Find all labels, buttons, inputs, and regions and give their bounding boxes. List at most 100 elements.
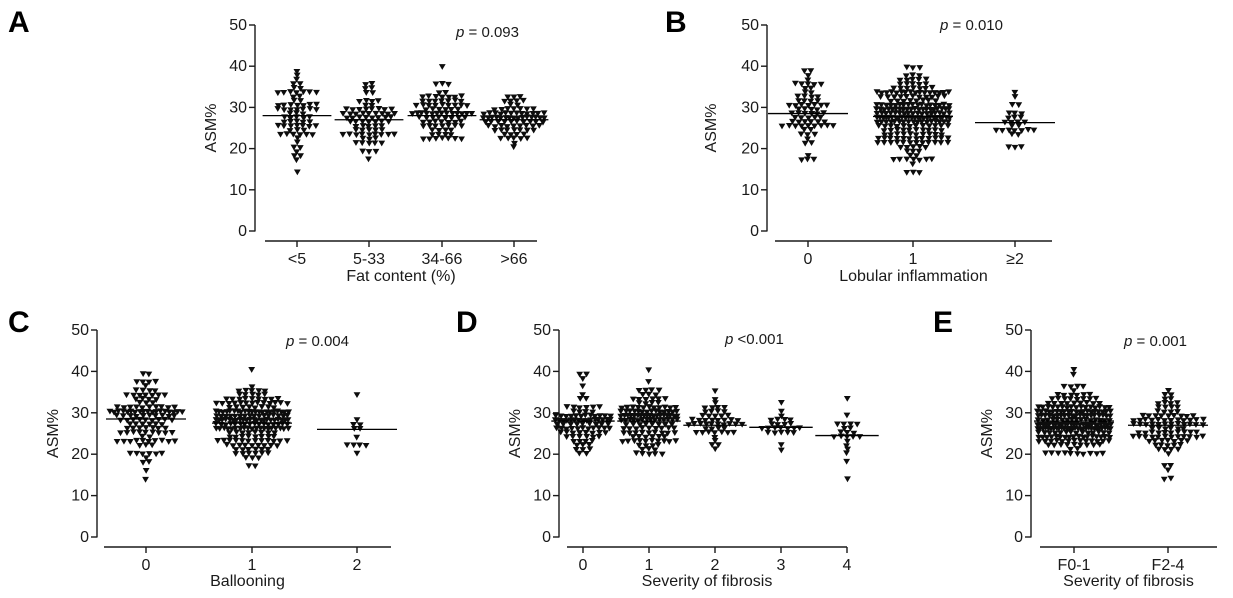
data-point (252, 434, 259, 441)
data-point (1030, 127, 1038, 134)
data-point (873, 102, 881, 108)
data-point (1096, 441, 1104, 448)
data-point (1043, 434, 1051, 441)
data-point (313, 101, 320, 108)
data-point (724, 412, 732, 419)
data-point (142, 429, 149, 436)
data-point (919, 127, 927, 134)
data-point (433, 110, 441, 117)
data-point (1106, 413, 1114, 420)
data-point (158, 422, 166, 428)
data-point (567, 421, 575, 428)
data-point (136, 429, 143, 436)
data-point (1161, 433, 1169, 440)
data-point (248, 400, 256, 407)
data-point (771, 430, 779, 437)
y-tick-label: 10 (741, 182, 759, 199)
data-point (823, 102, 831, 109)
x-tick-label: 0 (579, 557, 588, 574)
data-point (280, 413, 287, 420)
data-point (573, 421, 581, 428)
data-point (909, 101, 916, 108)
data-point (569, 430, 577, 437)
data-point (504, 135, 512, 142)
data-point (507, 110, 515, 117)
data-point (900, 102, 907, 109)
panel-a: A 0 10 20 30 40 50 ASM% <5 5-33 34-66 >66 Fat conten… (8, 6, 549, 285)
data-point (805, 115, 812, 122)
data-point (880, 139, 888, 146)
data-point (1070, 388, 1078, 394)
data-point (1083, 442, 1091, 449)
data-point (274, 103, 282, 109)
data-point (1199, 433, 1207, 440)
data-point (673, 413, 681, 420)
data-point (1136, 421, 1144, 428)
data-point (229, 396, 236, 403)
data-point (909, 85, 917, 92)
data-point (636, 438, 644, 444)
data-point (1174, 429, 1182, 436)
data-point (669, 409, 677, 416)
data-point (648, 408, 656, 415)
data-point (1076, 438, 1084, 444)
data-point (123, 392, 130, 399)
data-point (251, 405, 259, 412)
data-point (925, 135, 933, 142)
data-point (922, 81, 930, 88)
data-point (906, 140, 914, 146)
data-point (651, 429, 659, 436)
data-point (915, 170, 923, 176)
data-point (132, 413, 140, 420)
data-point (764, 429, 772, 436)
data-point (1048, 396, 1056, 403)
data-point (926, 131, 933, 138)
data-point (284, 425, 292, 432)
data-point (353, 392, 361, 399)
data-point (1184, 438, 1191, 444)
data-point (936, 102, 943, 109)
data-point (720, 425, 728, 432)
data-point (873, 119, 881, 126)
data-point (945, 110, 953, 117)
data-point (1139, 412, 1147, 419)
data-point (212, 400, 220, 407)
data-point (643, 409, 651, 416)
data-point (254, 399, 261, 406)
data-point (589, 409, 597, 416)
data-point (142, 383, 150, 389)
data-point (1165, 413, 1172, 420)
data-point (117, 430, 124, 437)
data-point (880, 128, 888, 134)
data-point (796, 425, 804, 432)
data-point (255, 388, 263, 395)
data-point (445, 122, 452, 129)
data-point (604, 421, 612, 428)
data-point (664, 430, 672, 437)
data-point (1093, 451, 1101, 457)
data-point (442, 115, 449, 122)
data-point (905, 127, 913, 134)
data-point (1011, 94, 1019, 100)
data-point (795, 119, 803, 126)
y-tick-label: 20 (533, 446, 551, 463)
data-point (425, 98, 433, 105)
data-point (130, 392, 138, 399)
data-point (940, 111, 948, 118)
data-point (804, 81, 812, 88)
data-point (672, 405, 680, 411)
data-point (800, 98, 808, 105)
data-point (255, 392, 262, 399)
data-point (352, 132, 360, 139)
data-point (792, 123, 799, 130)
data-point (579, 425, 587, 431)
data-point (642, 434, 650, 441)
data-point (708, 408, 715, 415)
data-point (1035, 439, 1043, 445)
y-tick-label: 40 (1005, 363, 1023, 380)
data-point (510, 127, 518, 133)
data-point (236, 442, 244, 449)
data-point (797, 115, 805, 122)
data-point (881, 132, 889, 139)
data-point (598, 421, 606, 428)
